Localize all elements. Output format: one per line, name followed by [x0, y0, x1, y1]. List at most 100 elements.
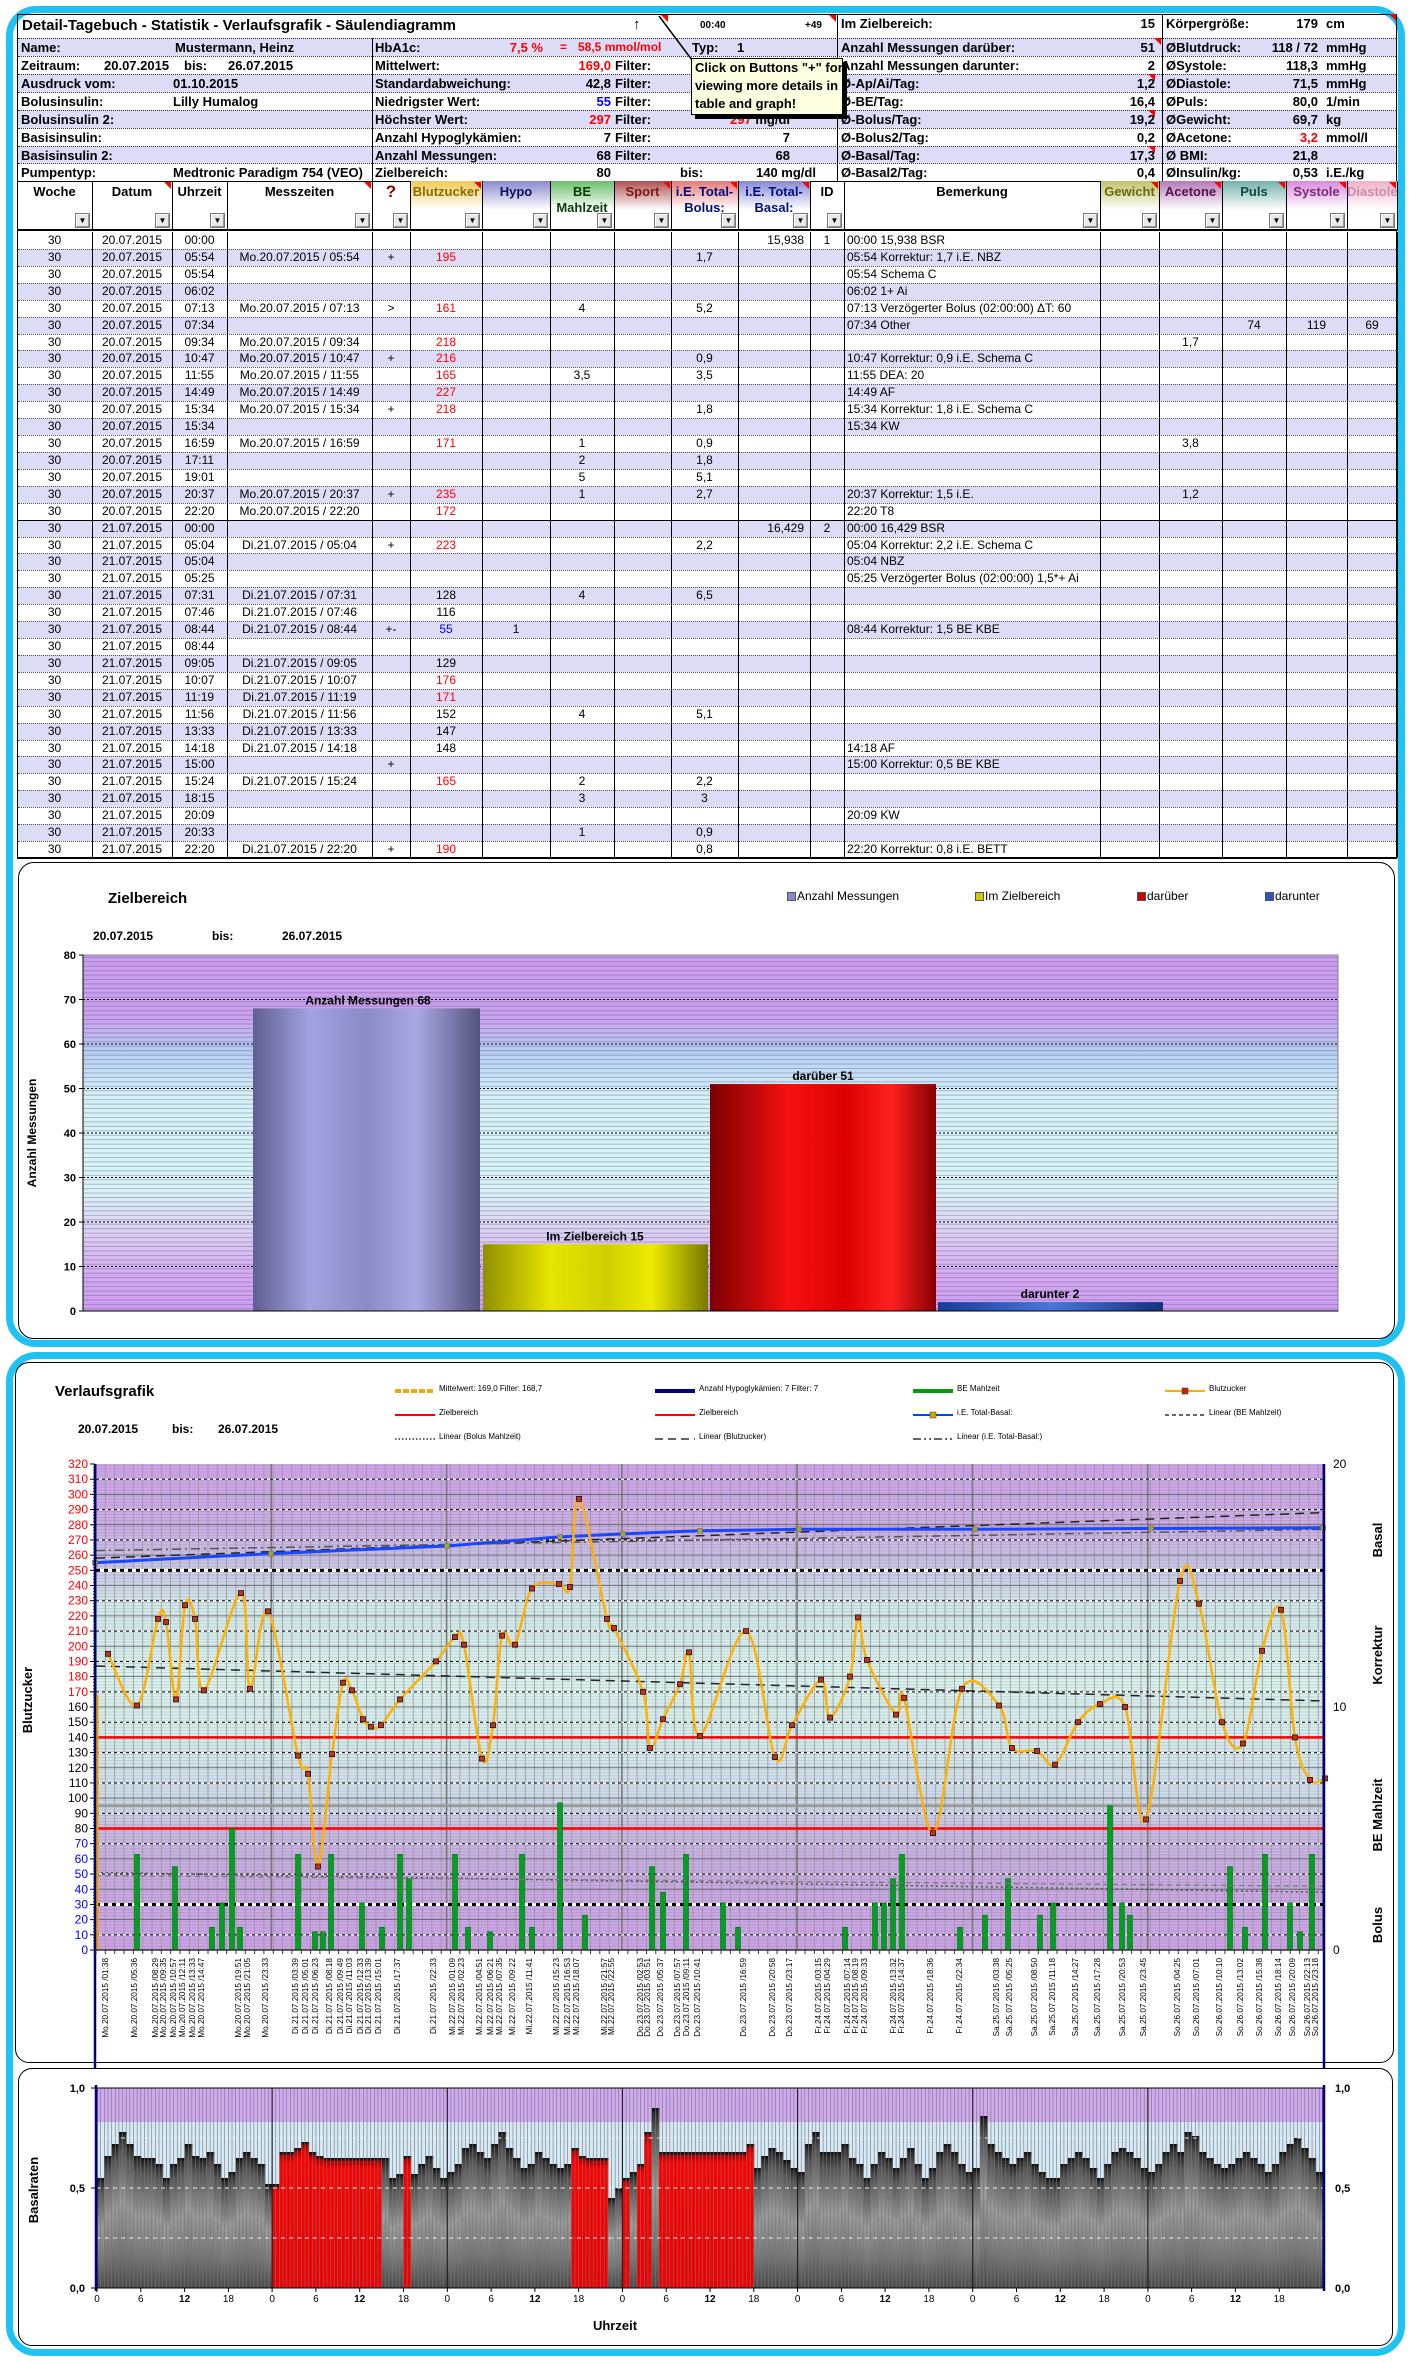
- svg-text:Bolus: Bolus: [1370, 1907, 1385, 1943]
- svg-text:So.26.07.2015 /07:01: So.26.07.2015 /07:01: [1192, 1958, 1201, 2037]
- svg-text:Do.23.07.2015 /16:59: Do.23.07.2015 /16:59: [739, 1958, 748, 2037]
- svg-text:Di.21.07.2015 /09:49: Di.21.07.2015 /09:49: [336, 1958, 345, 2034]
- svg-text:Di.21.07.2015 /11:03: Di.21.07.2015 /11:03: [345, 1958, 354, 2034]
- svg-text:Mo.20.07.2015 /19:51: Mo.20.07.2015 /19:51: [234, 1958, 243, 2038]
- svg-text:Di.21.07.2015 /15:01: Di.21.07.2015 /15:01: [374, 1958, 383, 2034]
- svg-text:280: 280: [68, 1518, 88, 1532]
- svg-text:0,5: 0,5: [1335, 2183, 1350, 2195]
- svg-text:12: 12: [880, 2294, 892, 2305]
- svg-text:12: 12: [179, 2294, 191, 2305]
- svg-text:Di.21.07.2015 /12:33: Di.21.07.2015 /12:33: [356, 1958, 365, 2034]
- svg-text:Mo.20.07.2015 /10:57: Mo.20.07.2015 /10:57: [169, 1958, 178, 2038]
- svg-text:240: 240: [68, 1579, 88, 1593]
- svg-text:0: 0: [1145, 2294, 1151, 2305]
- svg-text:Blutzucker: Blutzucker: [20, 1667, 35, 1733]
- svg-text:Mi.22.07.2015 /11:41: Mi.22.07.2015 /11:41: [525, 1958, 534, 2035]
- svg-text:Korrektur: Korrektur: [1370, 1625, 1385, 1684]
- svg-text:Di.21.07.2015 /05:01: Di.21.07.2015 /05:01: [301, 1958, 310, 2034]
- svg-text:70: 70: [75, 1837, 89, 1851]
- svg-text:Fr.24.07.2015 /08:19: Fr.24.07.2015 /08:19: [851, 1958, 860, 2034]
- svg-text:50: 50: [64, 1084, 76, 1096]
- svg-text:40: 40: [75, 1882, 89, 1896]
- svg-text:250: 250: [68, 1563, 88, 1577]
- svg-text:Mi.22.07.2015 /16:53: Mi.22.07.2015 /16:53: [563, 1958, 572, 2035]
- svg-text:300: 300: [68, 1487, 88, 1501]
- svg-text:6: 6: [488, 2294, 494, 2305]
- svg-text:Fr.24.07.2015 /13:32: Fr.24.07.2015 /13:32: [889, 1958, 898, 2034]
- svg-text:18: 18: [398, 2294, 410, 2305]
- svg-text:Di.21.07.2015 /22:33: Di.21.07.2015 /22:33: [429, 1958, 438, 2034]
- svg-text:0: 0: [269, 2294, 275, 2305]
- svg-text:Mo.20.07.2015 /01:38: Mo.20.07.2015 /01:38: [101, 1958, 110, 2038]
- svg-text:Do.23.07.2015 /02:53: Do.23.07.2015 /02:53: [636, 1958, 645, 2037]
- svg-text:6: 6: [1189, 2294, 1195, 2305]
- svg-text:1,0: 1,0: [1335, 2083, 1350, 2095]
- svg-text:Mi.22.07.2015 /07:35: Mi.22.07.2015 /07:35: [495, 1958, 504, 2035]
- svg-text:320: 320: [68, 1457, 88, 1471]
- svg-text:6: 6: [313, 2294, 319, 2305]
- svg-text:Mi.22.07.2015 /06:21: Mi.22.07.2015 /06:21: [486, 1958, 495, 2035]
- svg-text:Mi.22.07.2015 /21:57: Mi.22.07.2015 /21:57: [600, 1958, 609, 2035]
- svg-text:110: 110: [69, 1776, 88, 1790]
- svg-text:0: 0: [795, 2294, 801, 2305]
- svg-text:Do.23.07.2015 /09:11: Do.23.07.2015 /09:11: [682, 1958, 691, 2037]
- svg-text:Mo.20.07.2015 /14:47: Mo.20.07.2015 /14:47: [197, 1958, 206, 2038]
- svg-text:20: 20: [64, 1217, 76, 1229]
- svg-text:1,0: 1,0: [70, 2083, 85, 2095]
- svg-text:160: 160: [68, 1700, 88, 1714]
- svg-text:12: 12: [354, 2294, 366, 2305]
- svg-text:6: 6: [839, 2294, 845, 2305]
- svg-text:18: 18: [1274, 2294, 1286, 2305]
- svg-text:Basal: Basal: [1370, 1523, 1385, 1558]
- svg-text:Mo.20.07.2015 /13:33: Mo.20.07.2015 /13:33: [188, 1958, 197, 2038]
- svg-text:Mo.20.07.2015 /23:33: Mo.20.07.2015 /23:33: [261, 1958, 270, 2038]
- svg-text:Sa.25.07.2015 /08:50: Sa.25.07.2015 /08:50: [1030, 1958, 1039, 2037]
- svg-text:60: 60: [75, 1852, 89, 1866]
- svg-text:80: 80: [64, 950, 76, 962]
- svg-text:So.26.07.2015 /20:09: So.26.07.2015 /20:09: [1288, 1958, 1297, 2037]
- svg-text:Fr.24.07.2015 /07:14: Fr.24.07.2015 /07:14: [843, 1958, 852, 2034]
- svg-text:darunter 2: darunter 2: [1021, 1287, 1080, 1301]
- svg-text:0: 0: [81, 1943, 88, 1957]
- svg-text:Mo.20.07.2015 /21:05: Mo.20.07.2015 /21:05: [243, 1958, 252, 2038]
- svg-text:Fr.24.07.2015 /18:36: Fr.24.07.2015 /18:36: [926, 1958, 935, 2034]
- svg-text:0,0: 0,0: [70, 2283, 85, 2295]
- svg-text:Mo.20.07.2015 /05:36: Mo.20.07.2015 /05:36: [130, 1958, 139, 2038]
- svg-text:18: 18: [1099, 2294, 1111, 2305]
- svg-text:10: 10: [1333, 1700, 1347, 1714]
- svg-text:Mi.22.07.2015 /04:51: Mi.22.07.2015 /04:51: [475, 1958, 484, 2035]
- svg-text:Mi.22.07.2015 /22:55: Mi.22.07.2015 /22:55: [607, 1958, 616, 2035]
- svg-text:20: 20: [75, 1913, 89, 1927]
- svg-text:Do.23.07.2015 /03:51: Do.23.07.2015 /03:51: [643, 1958, 652, 2037]
- svg-text:So.26.07.2015 /22:13: So.26.07.2015 /22:13: [1303, 1958, 1312, 2037]
- svg-text:Fr.24.07.2015 /09:33: Fr.24.07.2015 /09:33: [860, 1958, 869, 2034]
- svg-text:Anzahl Messungen 68: Anzahl Messungen 68: [305, 993, 431, 1007]
- svg-text:210: 210: [68, 1624, 88, 1638]
- svg-text:100: 100: [68, 1791, 88, 1805]
- svg-text:Di.21.07.2015 /13:39: Di.21.07.2015 /13:39: [364, 1958, 373, 2034]
- svg-text:90: 90: [75, 1806, 89, 1820]
- svg-text:260: 260: [68, 1548, 88, 1562]
- svg-text:So.26.07.2015 /10:10: So.26.07.2015 /10:10: [1215, 1958, 1224, 2037]
- svg-text:0: 0: [1333, 1943, 1340, 1957]
- svg-text:80: 80: [75, 1822, 89, 1836]
- svg-text:0: 0: [445, 2294, 451, 2305]
- svg-text:Im Zielbereich 15: Im Zielbereich 15: [546, 1229, 644, 1243]
- svg-text:BE Mahlzeit: BE Mahlzeit: [1370, 1778, 1385, 1852]
- svg-text:Uhrzeit: Uhrzeit: [593, 2318, 638, 2333]
- svg-text:230: 230: [68, 1594, 88, 1608]
- svg-text:Mi.22.07.2015 /09:22: Mi.22.07.2015 /09:22: [508, 1958, 517, 2035]
- svg-text:18: 18: [573, 2294, 585, 2305]
- svg-text:Mo.20.07.2015 /09:35: Mo.20.07.2015 /09:35: [159, 1958, 168, 2038]
- svg-text:120: 120: [68, 1761, 88, 1775]
- svg-text:6: 6: [138, 2294, 144, 2305]
- svg-text:0: 0: [70, 1306, 76, 1318]
- svg-text:150: 150: [68, 1715, 88, 1729]
- svg-text:Do.23.07.2015 /20:58: Do.23.07.2015 /20:58: [768, 1958, 777, 2037]
- svg-text:20: 20: [1333, 1457, 1347, 1471]
- svg-text:Sa.25.07.2015 /14:27: Sa.25.07.2015 /14:27: [1071, 1958, 1080, 2037]
- svg-text:0: 0: [620, 2294, 626, 2305]
- svg-text:6: 6: [1014, 2294, 1020, 2305]
- svg-text:220: 220: [68, 1609, 88, 1623]
- svg-text:18: 18: [923, 2294, 935, 2305]
